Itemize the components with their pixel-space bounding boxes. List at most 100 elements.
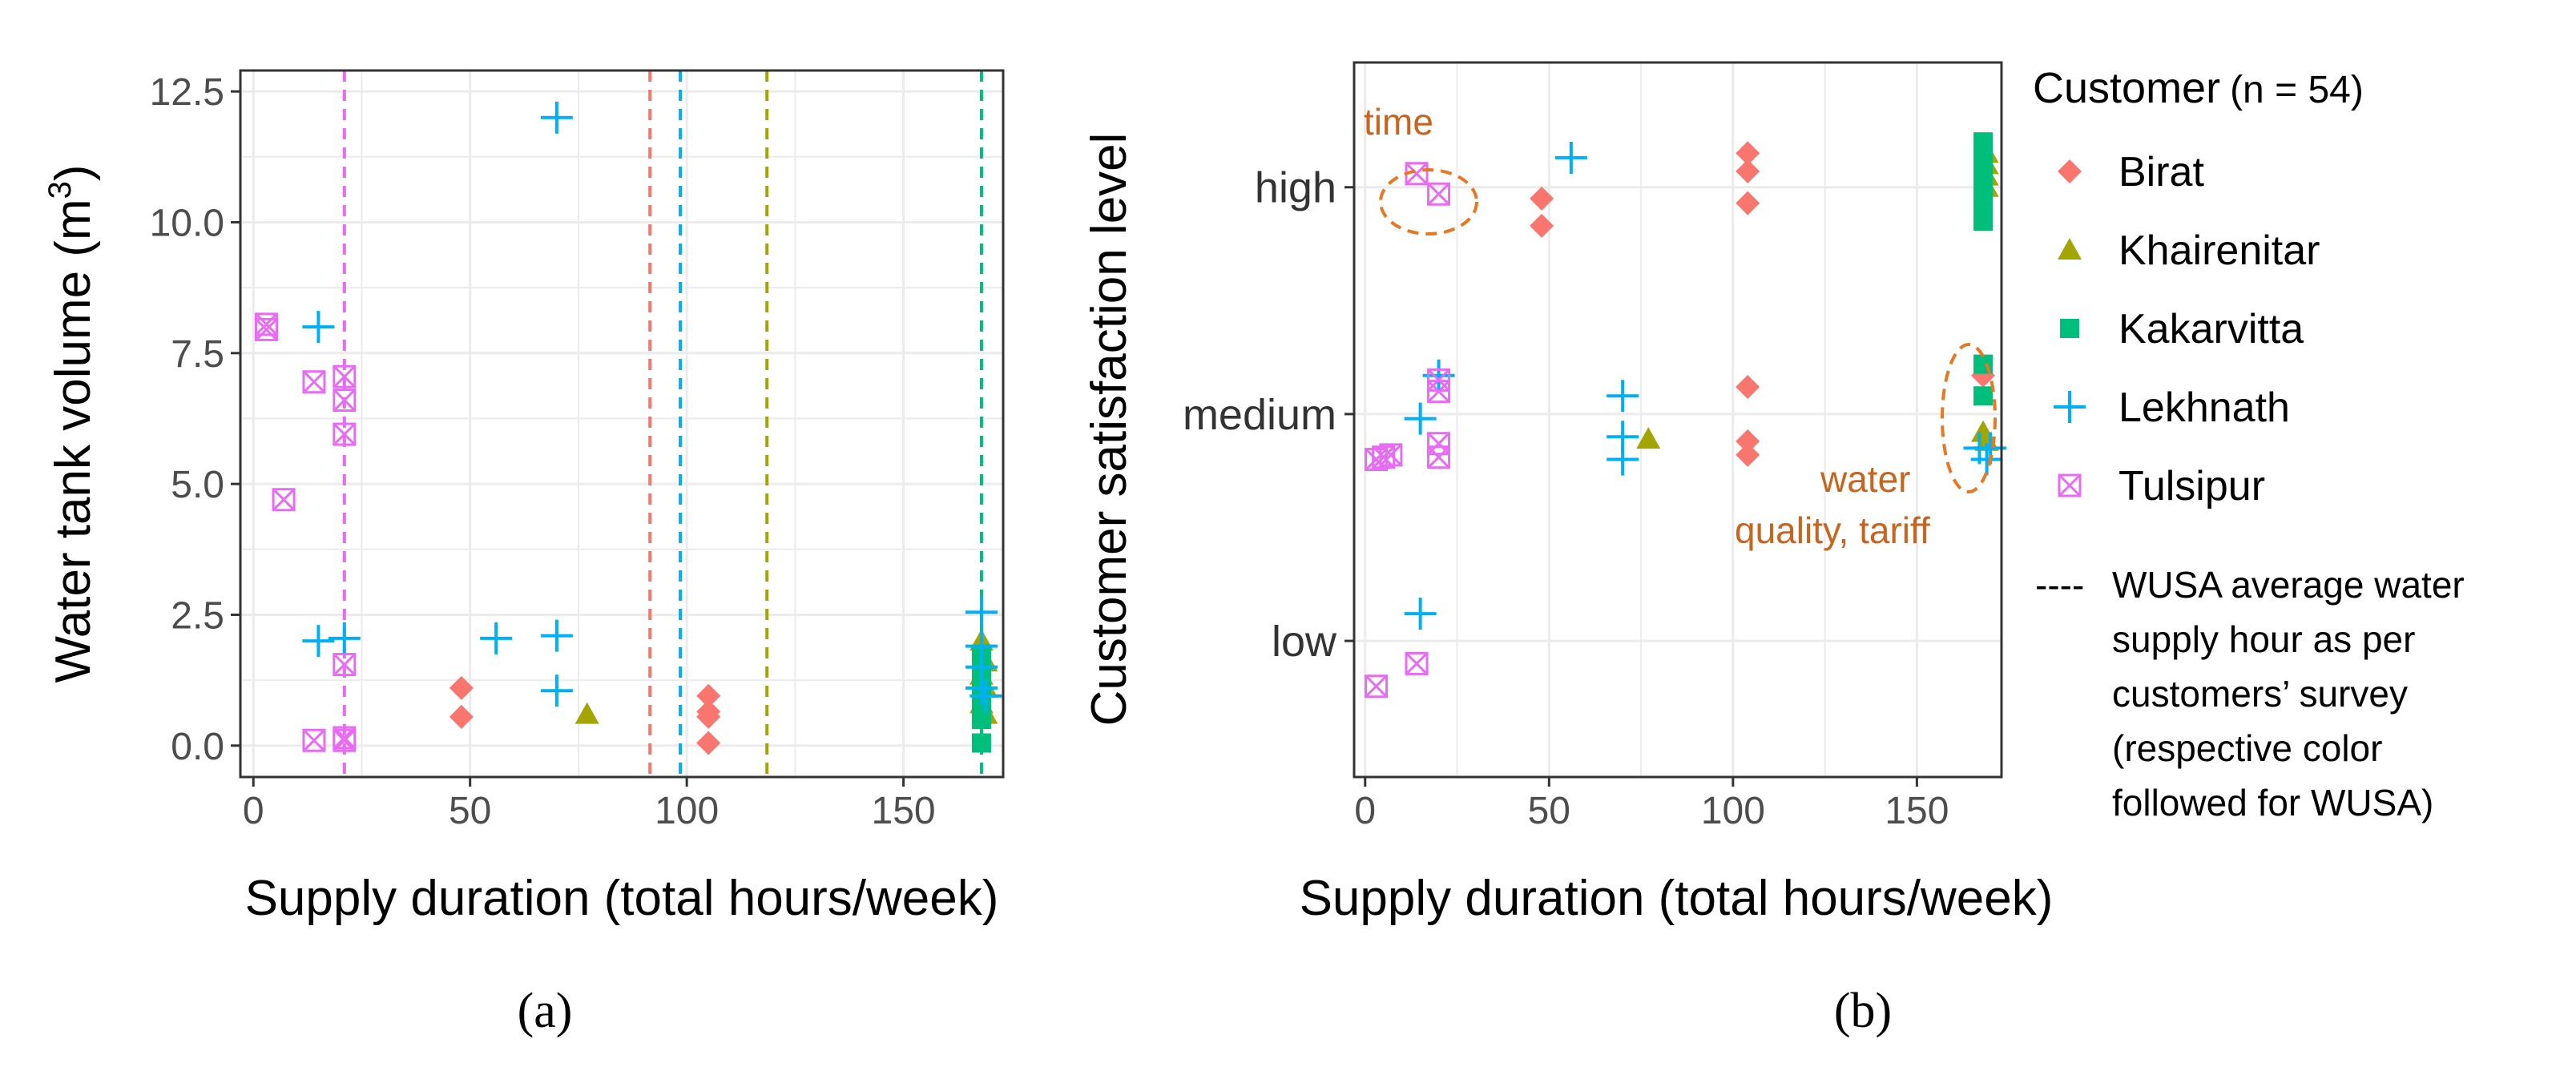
data-point-birat (1735, 374, 1760, 399)
data-point-lekhnath (1404, 598, 1437, 630)
legend-key-birat (2058, 159, 2082, 183)
legend-note-line-4: (respective color (2112, 727, 2382, 769)
data-point-kakarvitta (1973, 211, 1993, 232)
data-point-tulsipur (254, 312, 278, 336)
data-point-kakarvitta (971, 710, 991, 730)
y-category-label-low: low (1272, 618, 1337, 666)
data-point-birat (449, 704, 474, 729)
data-point-lekhnath (540, 674, 573, 707)
panel-a-label: (a) (518, 984, 573, 1038)
legend-label-tulsipur: Tulsipur (2118, 463, 2265, 509)
x-tick-label: 50 (449, 790, 491, 832)
data-point-lekhnath (1404, 402, 1437, 435)
panel-b-x-axis-title: Supply duration (total hours/week) (1300, 871, 2054, 926)
data-point-lekhnath (965, 596, 998, 629)
data-point-tulsipur (302, 728, 326, 752)
legend-note-line-2: supply hour as per (2112, 618, 2415, 660)
data-point-tulsipur (333, 364, 357, 389)
legend-note-line-1: WUSA average water (2112, 564, 2465, 606)
panel-b-grid (1354, 62, 2002, 777)
panel-a: 0 50 100 150 0.0 2.5 5.0 7.5 10.0 12.5 Supply dur… (42, 69, 1005, 1038)
data-point-lekhnath (540, 101, 573, 134)
legend-title: Customer (n = 54) (2033, 64, 2364, 112)
data-point-lekhnath (1554, 141, 1587, 174)
data-point-tulsipur (1405, 651, 1429, 675)
legend-dash-symbol: ---- (2035, 564, 2084, 606)
legend-key-tulsipur (2058, 473, 2082, 497)
data-point-tulsipur (1427, 380, 1451, 404)
y-tick-label: 0.0 (171, 726, 224, 768)
data-point-kakarvitta (971, 733, 991, 753)
panel-b-border (1353, 61, 2003, 779)
y-tick-label: 7.5 (171, 333, 224, 376)
data-point-lekhnath (965, 671, 998, 704)
data-point-birat (1530, 186, 1554, 211)
x-tick-label: 0 (1354, 790, 1376, 832)
data-point-birat (1735, 191, 1760, 215)
data-point-tulsipur (1365, 674, 1389, 699)
data-point-kakarvitta (1973, 386, 1993, 406)
data-point-lekhnath (480, 622, 513, 654)
legend-label-lekhnath: Lekhnath (2118, 385, 2290, 431)
annotation-time: time (1364, 101, 1433, 143)
y-tick-label: 12.5 (150, 71, 224, 114)
data-point-birat (696, 683, 721, 708)
legend-note-line-3: customers’ survey (2112, 673, 2408, 715)
data-point-lekhnath (540, 619, 573, 652)
data-point-birat (1735, 141, 1760, 166)
panel-a-grid (240, 70, 1003, 777)
panel-b-ticks: 0 50 100 150 low medium high (1183, 164, 1949, 832)
x-tick-label: 150 (1885, 790, 1949, 832)
data-point-khairenitar (574, 702, 599, 724)
panel-a-vlines (342, 70, 983, 777)
data-point-birat (696, 731, 721, 755)
data-point-tulsipur (272, 488, 296, 512)
panel-b-y-axis-title: Customer satisfaction level (1082, 133, 1137, 727)
data-point-lekhnath (302, 311, 335, 344)
annotation-quality-tariff: quality, tariff (1735, 509, 1930, 551)
water-quality-annotation-ellipse (1941, 343, 1997, 493)
x-tick-label: 50 (1528, 790, 1570, 832)
legend-items: Birat Khairenitar Kakarvitta Lekhnath Tulsip… (2054, 149, 2320, 509)
legend-key-kakarvitta (2060, 319, 2079, 338)
data-point-tulsipur (333, 389, 357, 413)
panel-b-points (1365, 132, 2007, 699)
data-point-tulsipur (1379, 443, 1403, 467)
data-point-lekhnath (302, 625, 335, 658)
legend-label-kakarvitta: Kakarvitta (2118, 306, 2304, 352)
data-point-tulsipur (333, 726, 357, 750)
legend-key-khairenitar (2058, 238, 2082, 260)
data-point-birat (449, 675, 474, 700)
panel-a-border (239, 69, 1005, 779)
legend-label-khairenitar: Khairenitar (2118, 227, 2320, 274)
data-point-tulsipur (1427, 445, 1451, 469)
data-point-birat (1530, 213, 1554, 238)
data-point-birat (696, 704, 721, 729)
data-point-lekhnath (1970, 443, 2003, 476)
data-point-birat (1735, 159, 1760, 183)
data-point-lekhnath (970, 679, 1002, 712)
panel-a-points (254, 101, 1002, 755)
x-tick-label: 100 (655, 790, 719, 832)
data-point-lekhnath (1606, 443, 1639, 476)
data-point-khairenitar (1636, 427, 1661, 449)
data-point-tulsipur (254, 317, 278, 341)
data-point-birat (1735, 429, 1760, 453)
legend-key-lekhnath (2054, 391, 2086, 423)
legend-label-birat: Birat (2118, 149, 2204, 195)
y-tick-label: 2.5 (171, 594, 224, 637)
y-tick-label: 5.0 (171, 464, 224, 506)
data-point-tulsipur (333, 422, 357, 446)
panel-b: 0 50 100 150 low medium high time water qualit… (1082, 61, 2054, 1038)
data-point-lekhnath (1606, 380, 1639, 413)
data-point-birat (1735, 442, 1760, 467)
data-point-tulsipur (302, 370, 326, 394)
data-point-lekhnath (328, 622, 361, 654)
x-tick-label: 0 (243, 790, 264, 832)
annotation-water: water (1820, 458, 1910, 500)
data-point-tulsipur (333, 653, 357, 677)
panel-a-ticks: 0 50 100 150 0.0 2.5 5.0 7.5 10.0 12.5 (150, 71, 936, 832)
time-annotation-ellipse (1379, 168, 1478, 236)
panel-b-label: (b) (1834, 984, 1892, 1038)
